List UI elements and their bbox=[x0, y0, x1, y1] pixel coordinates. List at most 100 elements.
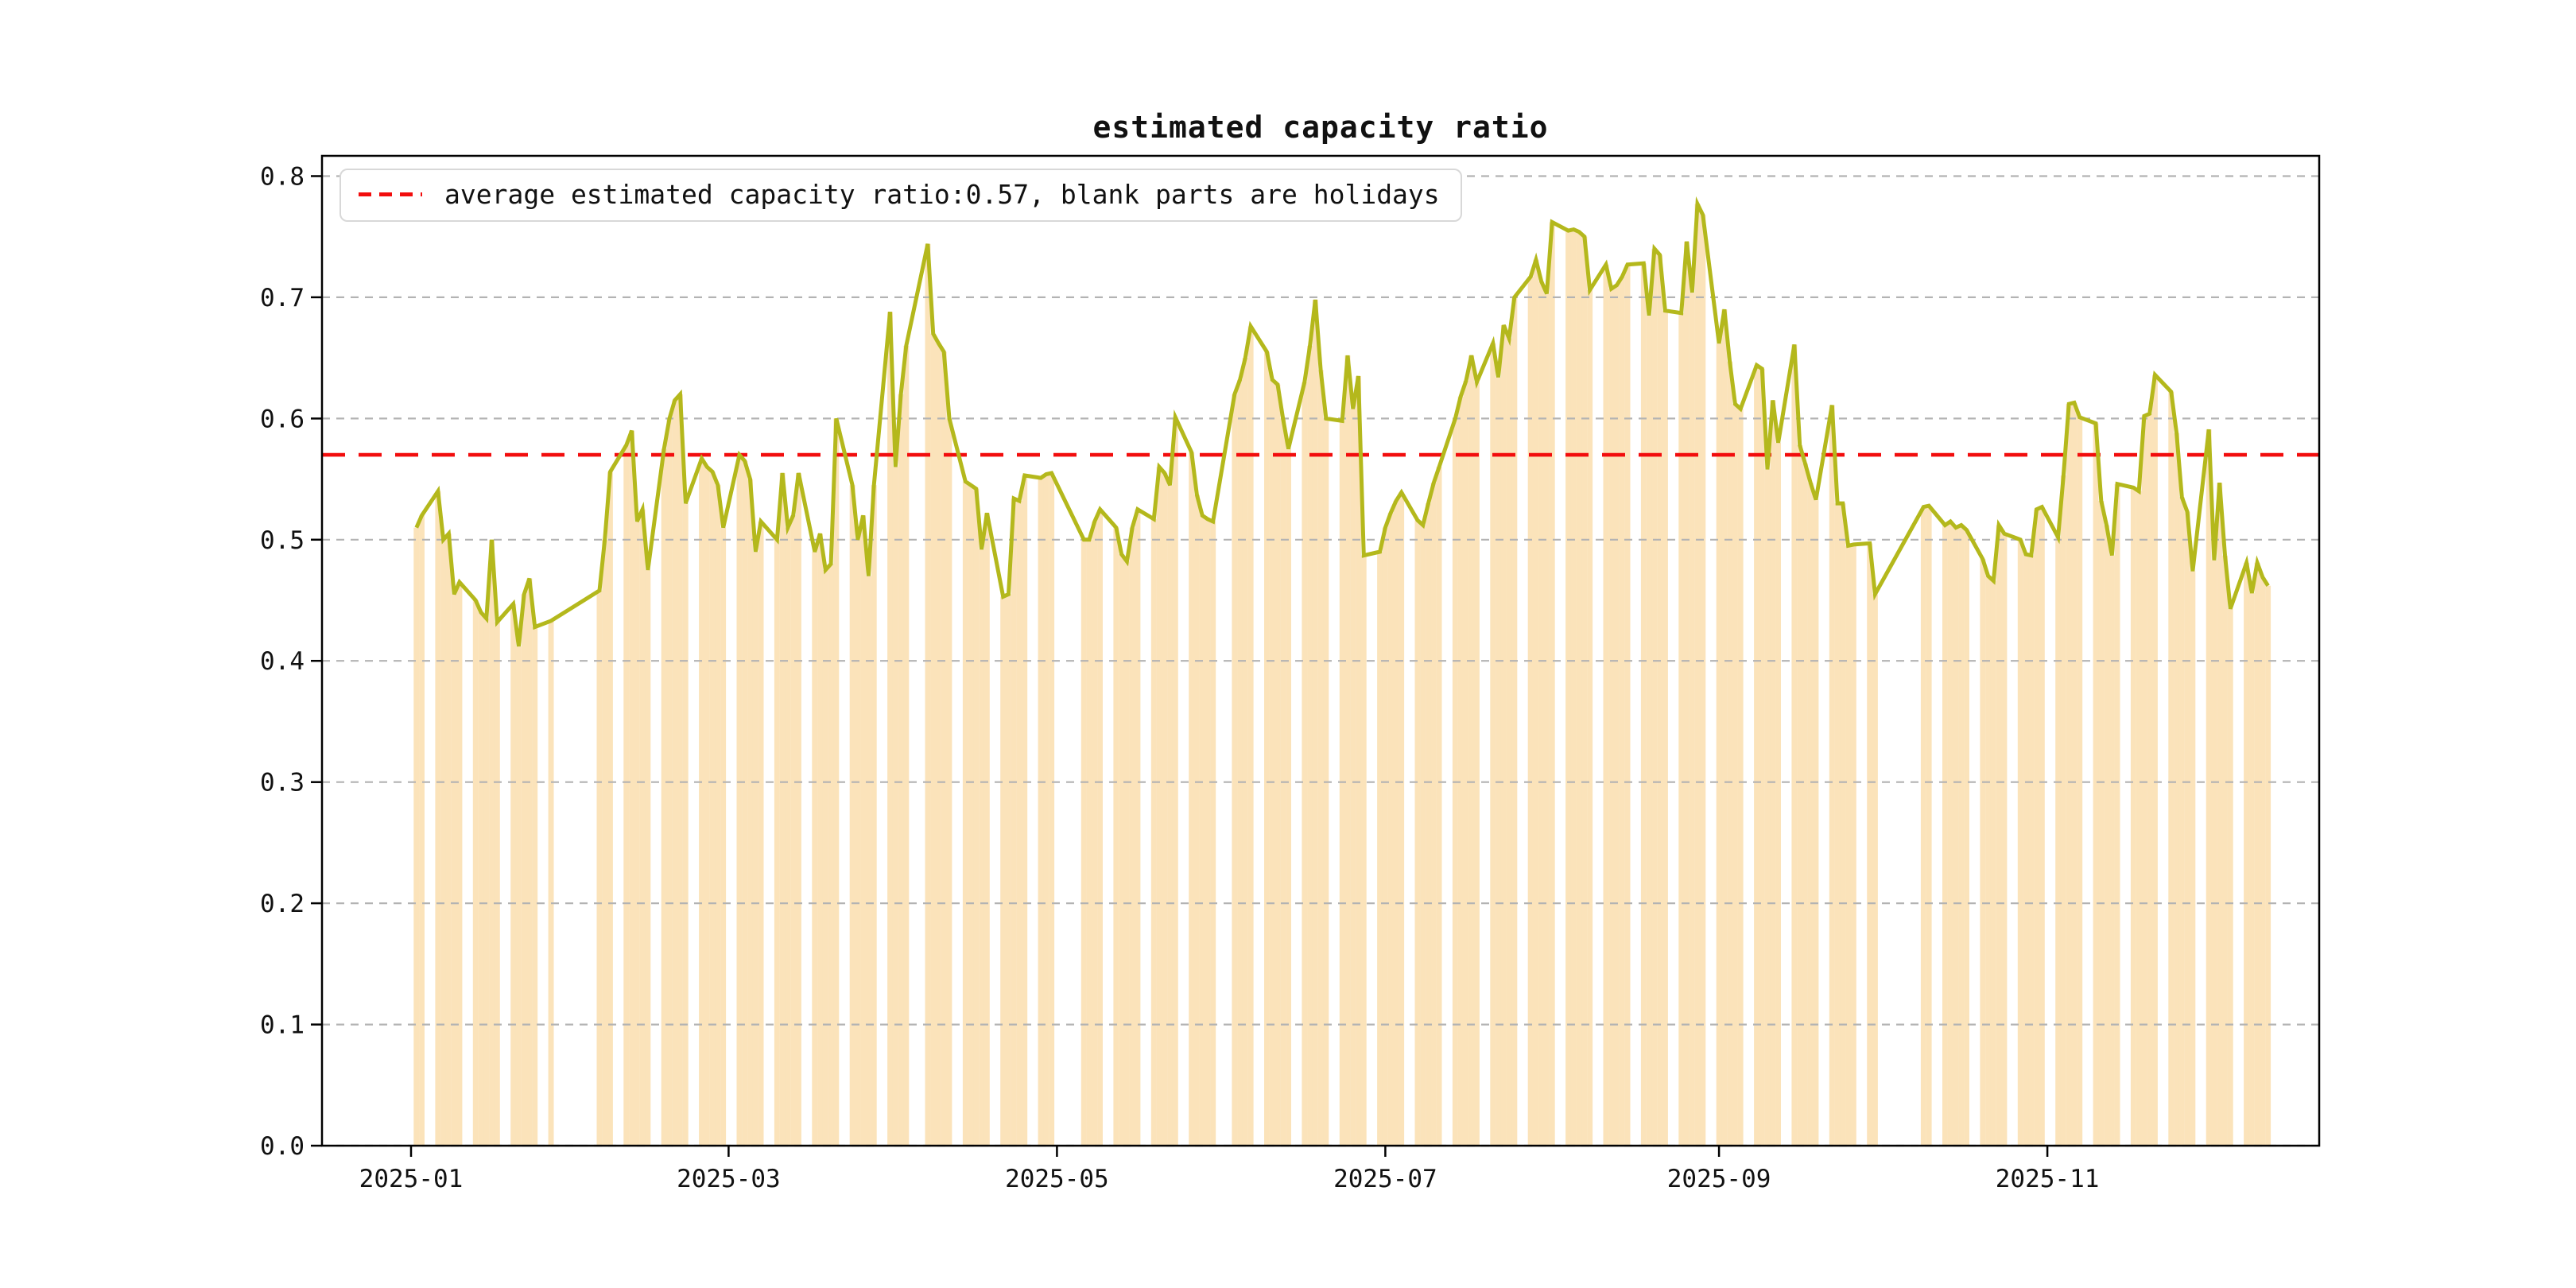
bar bbox=[521, 594, 527, 1146]
bar bbox=[1414, 520, 1421, 1146]
bar bbox=[1307, 345, 1313, 1146]
bar bbox=[1953, 527, 1959, 1146]
bar bbox=[2206, 429, 2212, 1146]
bar bbox=[1549, 222, 1555, 1146]
bar bbox=[526, 578, 533, 1146]
bar bbox=[720, 527, 727, 1146]
bar bbox=[1694, 204, 1701, 1146]
bar bbox=[1570, 229, 1577, 1146]
bar bbox=[1872, 594, 1878, 1146]
bar bbox=[1344, 355, 1351, 1146]
bar bbox=[1527, 277, 1534, 1146]
bar bbox=[1802, 463, 1808, 1146]
bar bbox=[1150, 518, 1157, 1146]
bar bbox=[1565, 231, 1571, 1146]
bar bbox=[1194, 495, 1200, 1146]
bar bbox=[661, 448, 667, 1146]
bar bbox=[1576, 231, 1582, 1146]
bar bbox=[936, 343, 941, 1146]
bar bbox=[2147, 413, 2153, 1146]
bar bbox=[1490, 343, 1496, 1146]
bar bbox=[478, 612, 484, 1146]
bar bbox=[1920, 506, 1926, 1146]
bar bbox=[1678, 312, 1685, 1146]
bar bbox=[419, 515, 425, 1146]
bar bbox=[1205, 518, 1211, 1146]
bar bbox=[790, 515, 797, 1146]
bar bbox=[2227, 608, 2233, 1146]
bar bbox=[898, 394, 904, 1146]
bar bbox=[1990, 580, 1996, 1146]
bar bbox=[634, 521, 640, 1146]
bar bbox=[752, 552, 758, 1146]
bar bbox=[1662, 310, 1668, 1146]
bar bbox=[1587, 289, 1593, 1146]
bar bbox=[1119, 554, 1125, 1146]
bar bbox=[2152, 374, 2158, 1146]
bar bbox=[1038, 478, 1044, 1146]
bar bbox=[2174, 433, 2179, 1146]
y-tick-label: 0.8 bbox=[260, 163, 305, 192]
bar bbox=[1092, 521, 1098, 1146]
bar bbox=[2244, 562, 2249, 1146]
bar bbox=[828, 564, 834, 1146]
y-tick-label: 0.7 bbox=[260, 284, 305, 312]
bar bbox=[1080, 539, 1087, 1146]
bar bbox=[672, 400, 678, 1146]
bar bbox=[1129, 527, 1135, 1146]
x-tick-label: 2025-05 bbox=[1005, 1165, 1109, 1193]
bar bbox=[1964, 530, 1969, 1146]
bar bbox=[2055, 537, 2062, 1146]
bar bbox=[903, 345, 910, 1146]
bar bbox=[930, 333, 937, 1146]
bar bbox=[2039, 506, 2045, 1146]
bar bbox=[440, 539, 447, 1146]
bar bbox=[1156, 467, 1162, 1146]
bar bbox=[1845, 545, 1851, 1146]
bar bbox=[645, 569, 651, 1146]
bar bbox=[472, 600, 479, 1146]
bar bbox=[1000, 596, 1007, 1146]
bar bbox=[682, 503, 689, 1146]
bar bbox=[973, 488, 980, 1146]
bar bbox=[1011, 499, 1017, 1146]
y-tick-label: 0.3 bbox=[260, 769, 305, 797]
x-tick-label: 2025-01 bbox=[359, 1165, 464, 1193]
bar bbox=[548, 620, 554, 1146]
bar bbox=[494, 622, 500, 1146]
bar bbox=[774, 539, 780, 1146]
bar bbox=[979, 549, 985, 1146]
bar bbox=[2136, 491, 2142, 1146]
bar bbox=[1538, 281, 1545, 1146]
bar bbox=[962, 481, 968, 1146]
bar bbox=[1834, 503, 1841, 1146]
bar bbox=[1506, 338, 1512, 1146]
bar bbox=[1737, 409, 1744, 1146]
bar bbox=[2017, 539, 2023, 1146]
bar bbox=[736, 455, 743, 1146]
bar bbox=[1727, 361, 1733, 1146]
bar bbox=[941, 351, 947, 1146]
bar bbox=[2178, 497, 2185, 1146]
bar bbox=[1958, 525, 1965, 1146]
bar bbox=[1829, 405, 1835, 1146]
bar bbox=[1985, 576, 1992, 1146]
bar bbox=[1113, 527, 1119, 1146]
bar bbox=[2184, 511, 2190, 1146]
bar bbox=[2109, 555, 2115, 1146]
bar bbox=[1317, 370, 1324, 1146]
bar bbox=[1603, 264, 1609, 1146]
x-tick-label: 2025-09 bbox=[1667, 1165, 1771, 1193]
bar bbox=[1651, 248, 1658, 1146]
bar bbox=[1764, 469, 1771, 1146]
bar bbox=[629, 430, 634, 1146]
bar bbox=[1500, 325, 1507, 1146]
x-axis: 2025-01 2025-03 2025-05 2025-07 2025-09 2025-… bbox=[359, 1146, 2099, 1193]
bar bbox=[1393, 501, 1399, 1146]
bar bbox=[817, 533, 823, 1146]
bar bbox=[1302, 382, 1308, 1146]
bar bbox=[1436, 467, 1442, 1146]
bar bbox=[456, 582, 463, 1146]
